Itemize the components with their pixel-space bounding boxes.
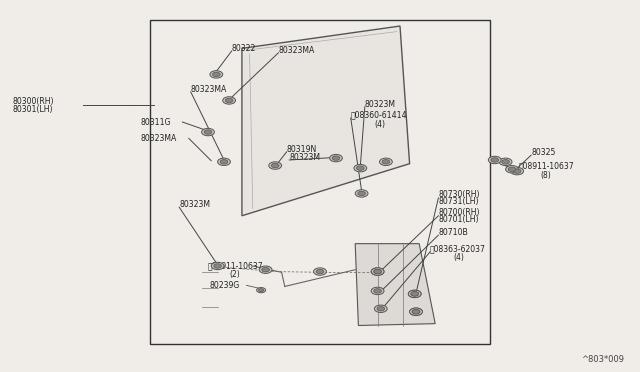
Circle shape xyxy=(513,169,521,173)
Text: 80300(RH): 80300(RH) xyxy=(13,97,54,106)
Polygon shape xyxy=(242,26,410,216)
Circle shape xyxy=(316,269,324,274)
Circle shape xyxy=(411,292,419,296)
Circle shape xyxy=(214,264,221,268)
Circle shape xyxy=(262,267,269,272)
Circle shape xyxy=(411,292,419,296)
Circle shape xyxy=(332,156,340,160)
Circle shape xyxy=(212,72,220,77)
Text: 80710B: 80710B xyxy=(438,228,468,237)
Circle shape xyxy=(374,269,381,274)
Circle shape xyxy=(382,160,390,164)
Text: Ⓝ08911-10637: Ⓝ08911-10637 xyxy=(208,262,264,270)
Circle shape xyxy=(408,290,421,298)
Circle shape xyxy=(202,128,214,136)
Text: 80730(RH): 80730(RH) xyxy=(438,190,480,199)
Text: (8): (8) xyxy=(541,171,552,180)
Text: (2): (2) xyxy=(229,270,240,279)
Text: ^803*009: ^803*009 xyxy=(581,355,624,364)
Text: 80325: 80325 xyxy=(531,148,556,157)
Text: 80323M: 80323M xyxy=(179,200,210,209)
Bar xyxy=(150,20,490,344)
Circle shape xyxy=(211,262,224,270)
Circle shape xyxy=(374,289,381,293)
Circle shape xyxy=(488,156,501,164)
Circle shape xyxy=(499,158,512,166)
Circle shape xyxy=(374,269,381,274)
Text: 80319N: 80319N xyxy=(287,145,317,154)
Circle shape xyxy=(408,290,421,298)
Circle shape xyxy=(358,191,365,196)
Circle shape xyxy=(377,307,385,311)
Circle shape xyxy=(374,305,387,312)
Circle shape xyxy=(257,288,266,293)
Text: 80323MA: 80323MA xyxy=(191,85,227,94)
Circle shape xyxy=(218,158,230,166)
Circle shape xyxy=(314,268,326,275)
Circle shape xyxy=(371,268,384,275)
Circle shape xyxy=(410,308,422,315)
Circle shape xyxy=(508,167,516,171)
Text: 80323MA: 80323MA xyxy=(141,134,177,143)
Text: 80239G: 80239G xyxy=(210,281,240,290)
Polygon shape xyxy=(355,244,435,326)
Circle shape xyxy=(412,310,420,314)
Text: 80322: 80322 xyxy=(232,44,256,53)
Circle shape xyxy=(371,268,384,275)
Circle shape xyxy=(225,98,233,103)
Circle shape xyxy=(412,310,420,314)
Text: (4): (4) xyxy=(453,253,464,262)
Circle shape xyxy=(356,166,364,170)
Circle shape xyxy=(355,190,368,197)
Circle shape xyxy=(204,130,212,134)
Circle shape xyxy=(380,158,392,166)
Text: 80323M: 80323M xyxy=(289,153,320,162)
Circle shape xyxy=(210,71,223,78)
Circle shape xyxy=(220,160,228,164)
Circle shape xyxy=(269,162,282,169)
Circle shape xyxy=(223,97,236,104)
Circle shape xyxy=(502,160,509,164)
Text: Ⓢ08360-61414: Ⓢ08360-61414 xyxy=(351,111,407,120)
Text: Ⓝ08911-10637: Ⓝ08911-10637 xyxy=(518,161,574,170)
Text: 80323M: 80323M xyxy=(365,100,396,109)
Circle shape xyxy=(259,289,264,292)
Text: 80731(LH): 80731(LH) xyxy=(438,197,479,206)
Circle shape xyxy=(410,308,422,315)
Circle shape xyxy=(506,166,518,173)
Text: 80311G: 80311G xyxy=(141,118,172,126)
Text: (4): (4) xyxy=(374,120,385,129)
Circle shape xyxy=(259,266,272,273)
Circle shape xyxy=(491,158,499,162)
Text: Ⓢ08363-62037: Ⓢ08363-62037 xyxy=(430,245,486,254)
Circle shape xyxy=(271,163,279,168)
Circle shape xyxy=(354,164,367,172)
Circle shape xyxy=(371,287,384,295)
Text: 80701(LH): 80701(LH) xyxy=(438,215,479,224)
Text: 80700(RH): 80700(RH) xyxy=(438,208,480,217)
Text: 80301(LH): 80301(LH) xyxy=(13,105,53,114)
Circle shape xyxy=(330,154,342,162)
Circle shape xyxy=(511,167,524,175)
Text: 80323MA: 80323MA xyxy=(278,46,315,55)
